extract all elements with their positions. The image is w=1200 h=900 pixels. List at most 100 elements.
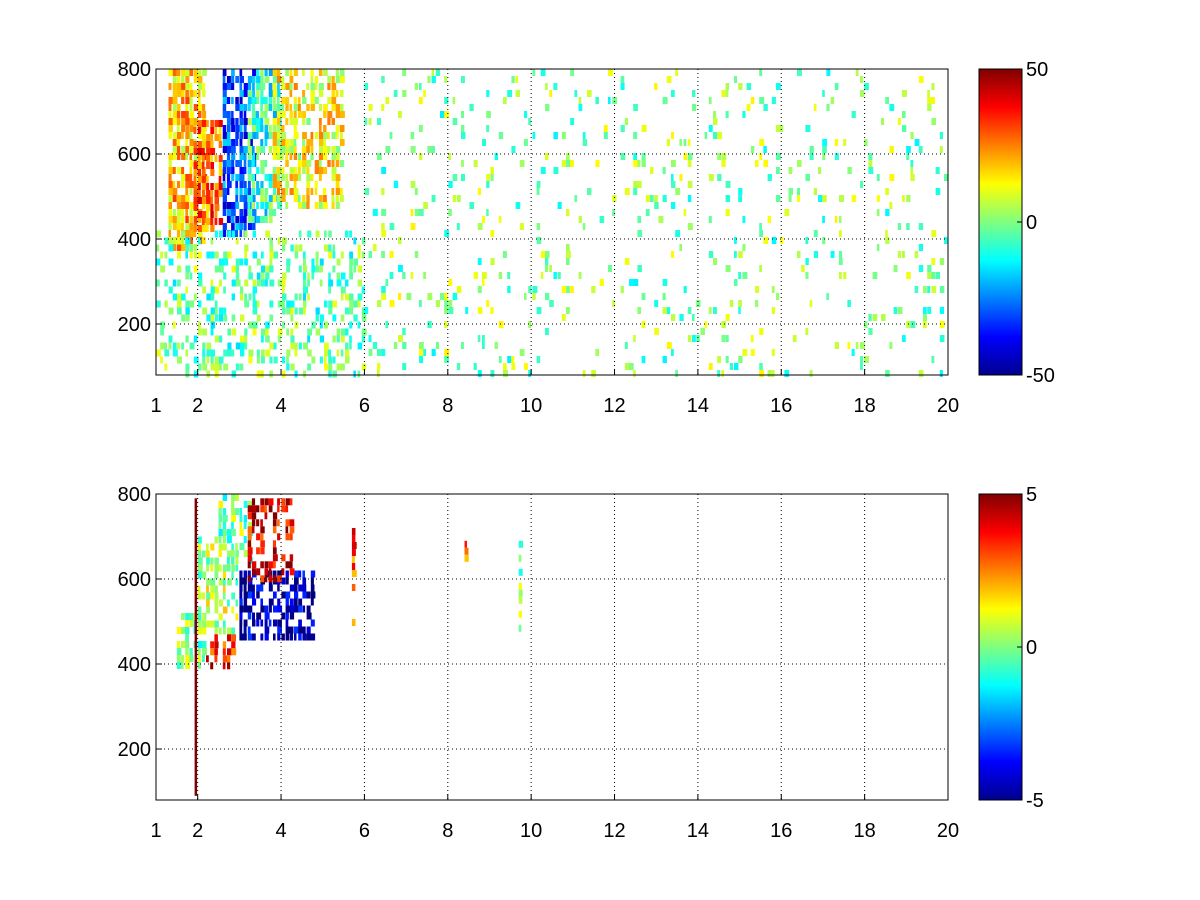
top-heatmap-cell	[226, 125, 231, 132]
bottom-heatmap-cell	[252, 633, 256, 641]
top-heatmap-cell	[235, 265, 240, 273]
top-heatmap-cell	[477, 223, 483, 230]
top-heatmap-cell	[247, 139, 251, 146]
top-heatmap-cell	[927, 90, 930, 97]
top-heatmap-cell	[608, 265, 612, 272]
top-heatmap-cell	[176, 125, 180, 132]
top-heatmap-cell	[511, 356, 515, 363]
top-heatmap-cell	[939, 132, 944, 139]
top-heatmap-cell	[687, 181, 693, 188]
top-heatmap-cell	[637, 181, 642, 188]
top-heatmap-cell	[885, 188, 889, 195]
top-heatmap-cell	[261, 279, 266, 287]
top-heatmap-cell	[683, 286, 687, 293]
bottom-heatmap-cell	[277, 570, 282, 578]
bottom-heatmap-cell	[243, 598, 248, 606]
top-heatmap-cell	[448, 307, 454, 314]
top-heatmap-cell	[713, 111, 717, 118]
top-heatmap-cell	[248, 293, 252, 301]
bottom-heatmap-cell	[294, 584, 298, 592]
top-heatmap-cell	[738, 300, 742, 307]
bottom-heatmap-cell	[518, 610, 522, 618]
top-heatmap-cell	[704, 132, 708, 139]
top-heatmap-cell	[461, 132, 466, 139]
bottom-colorbar-tick-label: -5	[1026, 790, 1044, 812]
top-heatmap-cell	[210, 293, 215, 301]
top-heatmap-cell	[444, 97, 449, 104]
top-heatmap-cell	[902, 125, 907, 132]
top-heatmap-cell	[206, 370, 210, 378]
bottom-heatmap-cell	[222, 655, 227, 663]
top-heatmap-cell	[160, 342, 165, 350]
top-heatmap-cell	[324, 349, 329, 357]
top-heatmap-cell	[243, 118, 249, 125]
bottom-heatmap-cell	[210, 543, 215, 551]
top-heatmap-cell	[189, 300, 195, 308]
bottom-heatmap-cell	[294, 591, 299, 599]
bottom-heatmap-cell	[218, 543, 223, 551]
top-heatmap-cell	[331, 160, 335, 167]
top-heatmap-cell	[272, 174, 278, 181]
top-heatmap-cell	[931, 97, 935, 104]
top-heatmap-cell	[931, 83, 935, 90]
top-heatmap-cell	[566, 251, 571, 258]
top-heatmap-cell	[243, 153, 247, 160]
bottom-heatmap-cell	[235, 599, 238, 607]
top-heatmap-cell	[223, 286, 226, 294]
top-heatmap-cell	[633, 104, 638, 111]
top-heatmap-cell	[687, 153, 693, 160]
bottom-heatmap-cell	[197, 606, 202, 614]
top-heatmap-cell	[339, 69, 345, 76]
top-heatmap-cell	[181, 83, 187, 90]
top-heatmap-cell	[235, 118, 239, 125]
bottom-heatmap-cell	[277, 605, 283, 613]
top-heatmap-cell	[307, 335, 311, 343]
top-heatmap-cell	[843, 139, 847, 146]
top-heatmap-cell	[780, 237, 784, 244]
top-heatmap-cell	[339, 132, 343, 139]
top-heatmap-cell	[318, 160, 322, 167]
bottom-heatmap-cell	[252, 598, 257, 606]
top-heatmap-cell	[235, 104, 240, 111]
top-heatmap-cell	[612, 97, 618, 104]
top-heatmap-cell	[540, 251, 546, 258]
top-heatmap-cell	[813, 251, 818, 258]
top-heatmap-cell	[813, 230, 818, 237]
top-heatmap-cell	[444, 293, 448, 300]
bottom-heatmap-cell	[264, 626, 270, 634]
top-heatmap-cell	[251, 202, 255, 209]
top-heatmap-cell	[243, 209, 248, 216]
top-heatmap-cell	[210, 211, 214, 218]
top-heatmap-cell	[172, 132, 177, 139]
bottom-heatmap-cell	[256, 533, 261, 541]
top-heatmap-cell	[750, 349, 755, 356]
top-heatmap-cell	[298, 230, 302, 238]
top-heatmap-cell	[452, 195, 456, 202]
top-heatmap-cell	[315, 265, 320, 273]
top-heatmap-cell	[805, 174, 810, 181]
top-heatmap-cell	[755, 160, 759, 167]
top-heatmap-cell	[177, 251, 181, 259]
top-heatmap-cell	[340, 335, 345, 343]
top-heatmap-cell	[331, 188, 335, 195]
top-heatmap-cell	[306, 167, 310, 174]
top-heatmap-cell	[197, 230, 203, 237]
top-heatmap-cell	[272, 76, 278, 83]
bottom-heatmap-cell	[273, 633, 276, 641]
bottom-heatmap-cell	[298, 598, 303, 606]
top-heatmap-cell	[759, 328, 764, 335]
top-heatmap-cell	[256, 356, 260, 364]
top-heatmap-cell	[181, 167, 185, 174]
top-heatmap-cell	[725, 83, 730, 90]
top-heatmap-cell	[210, 169, 215, 176]
top-heatmap-cell	[931, 286, 937, 293]
top-heatmap-cell	[801, 265, 805, 272]
top-heatmap-cell	[721, 335, 726, 342]
top-heatmap-cell	[202, 349, 206, 357]
top-heatmap-cell	[540, 272, 544, 279]
top-heatmap-cell	[532, 132, 536, 139]
top-heatmap-cell	[227, 230, 231, 238]
bottom-heatmap-cell	[289, 598, 294, 606]
top-heatmap-cell	[377, 370, 380, 377]
top-heatmap-cell	[620, 83, 625, 90]
